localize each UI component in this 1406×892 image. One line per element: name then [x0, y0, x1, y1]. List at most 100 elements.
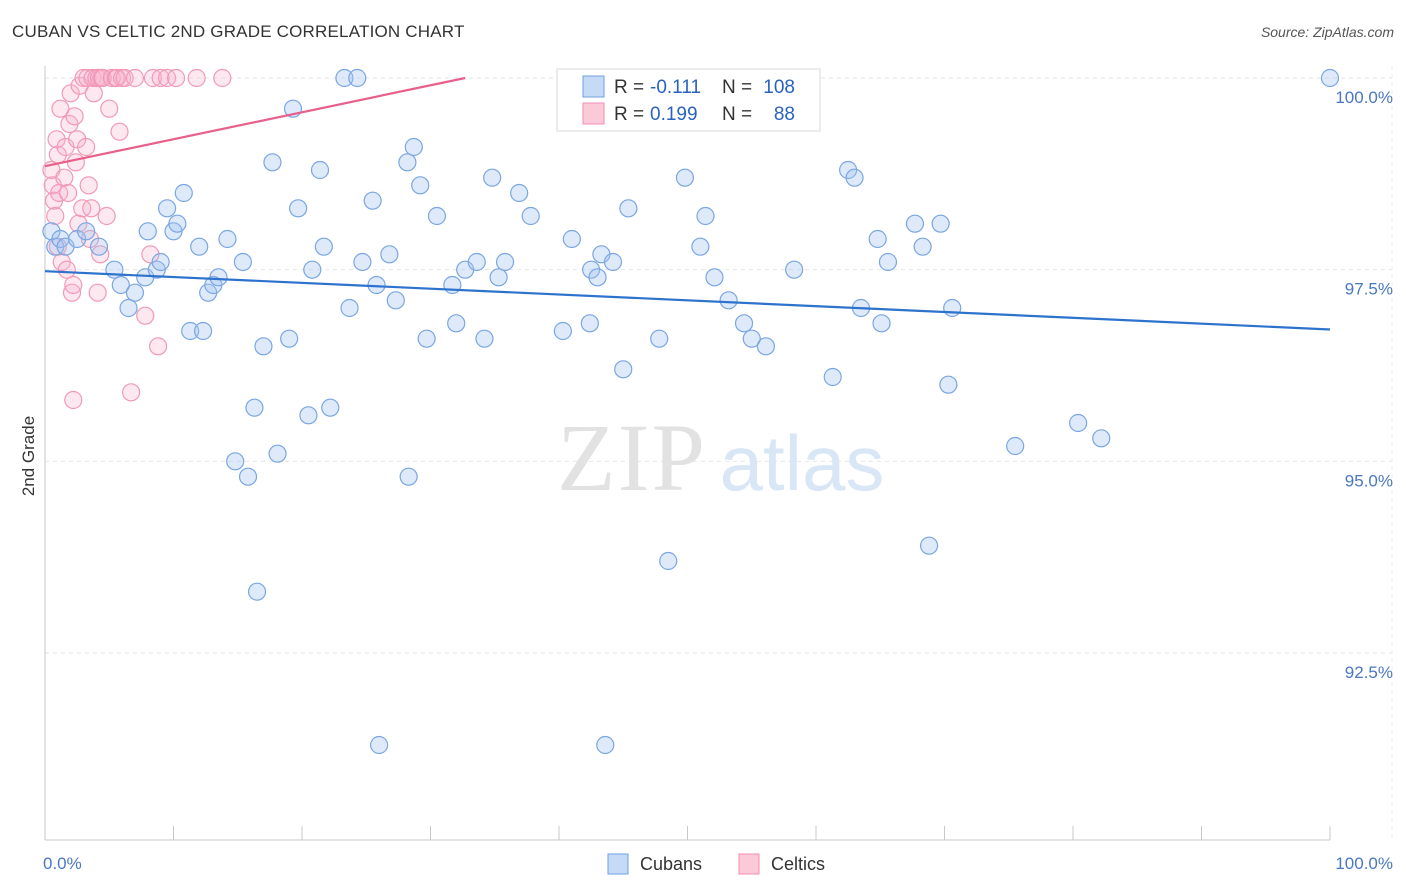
- cubans-point: [619, 199, 638, 218]
- cubans-point: [209, 268, 228, 287]
- celtics-point: [62, 283, 82, 302]
- x-tick-label: 100.0%: [1335, 854, 1393, 873]
- watermark-atlas: atlas: [720, 419, 885, 507]
- x-axis: 0.0% 100.0%: [43, 66, 1393, 873]
- celtics-point: [46, 206, 65, 226]
- cubans-point: [263, 153, 282, 172]
- cubans-point: [233, 252, 252, 272]
- celtics-point: [59, 183, 78, 203]
- cubans-point: [675, 168, 695, 187]
- cubans-point: [77, 222, 96, 241]
- cubans-point: [218, 229, 237, 249]
- cubans-point: [596, 735, 615, 755]
- celtics-point: [151, 68, 170, 88]
- cubans-point: [193, 321, 213, 341]
- celtics-trend-line: [44, 76, 466, 168]
- cubans-point: [417, 329, 436, 348]
- cubans-point: [1069, 413, 1088, 433]
- legend-r-label-cubans: R =: [614, 77, 644, 98]
- celtics-point: [136, 306, 155, 325]
- cubans-point: [931, 214, 950, 233]
- celtics-point: [141, 245, 160, 264]
- y-axis-label-group: 2nd Grade: [19, 416, 38, 496]
- cubans-point: [226, 452, 245, 471]
- celtics-point: [82, 199, 101, 218]
- celtics-point: [110, 122, 129, 141]
- cubans-point: [404, 137, 423, 157]
- y-tick-label: 97.5%: [1345, 280, 1393, 299]
- cubans-point: [1320, 68, 1340, 88]
- cubans-point: [467, 252, 486, 272]
- cubans-point: [943, 298, 962, 318]
- celtics-point: [91, 245, 110, 264]
- stats-legend: R = -0.111 N = 108 R = 0.199 N = 88: [556, 68, 821, 132]
- celtics-point: [51, 99, 70, 118]
- legend-swatch-celtics: [582, 102, 605, 125]
- cubans-point: [878, 252, 898, 272]
- cubans-point: [650, 329, 669, 348]
- celtics-point: [77, 137, 96, 157]
- celtics-point: [88, 283, 107, 302]
- celtics-point: [187, 68, 206, 88]
- bottom-legend-swatch-cubans: [607, 853, 629, 875]
- cubans-point: [190, 237, 209, 256]
- cubans-point: [254, 337, 273, 356]
- cubans-point: [380, 245, 399, 264]
- cubans-point: [691, 237, 710, 256]
- cubans-point: [659, 551, 678, 571]
- cubans-point: [742, 329, 761, 348]
- cubans-point: [845, 168, 864, 187]
- x-tick-label: 0.0%: [43, 854, 82, 873]
- cubans-point: [411, 176, 430, 195]
- y-tick-label: 92.5%: [1345, 663, 1393, 682]
- watermark-zip: ZIP: [557, 404, 707, 511]
- cubans-point: [247, 582, 267, 601]
- legend-r-value-cubans: -0.111: [650, 77, 701, 98]
- cubans-point: [1092, 429, 1111, 448]
- cubans-point: [603, 252, 623, 272]
- cubans-point: [447, 314, 466, 333]
- bottom-legend: Cubans Celtics: [607, 853, 825, 875]
- cubans-point: [483, 168, 502, 187]
- cubans-point: [696, 206, 715, 226]
- cubans-point: [138, 222, 157, 241]
- cubans-point: [398, 153, 417, 172]
- celtics-point: [213, 68, 232, 88]
- celtics-point: [79, 176, 98, 195]
- cubans-point: [268, 444, 287, 463]
- cubans-point: [168, 214, 187, 233]
- celtics-point: [64, 275, 83, 295]
- celtics-point: [102, 68, 121, 88]
- cubans-point: [174, 183, 193, 203]
- bottom-legend-label-celtics: Celtics: [771, 854, 825, 874]
- cubans-point: [475, 329, 494, 348]
- celtics-point: [84, 84, 103, 103]
- legend-swatch-cubans: [582, 75, 605, 98]
- celtics-point: [115, 68, 134, 88]
- cubans-point: [588, 268, 607, 287]
- legend-n-label-cubans: N =: [722, 77, 752, 98]
- cubans-point: [872, 314, 891, 333]
- cubans-point: [785, 260, 804, 279]
- celtics-point: [121, 383, 141, 402]
- cubans-point: [868, 229, 887, 249]
- cubans-point: [151, 252, 170, 272]
- cubans-points: [42, 68, 1340, 755]
- celtics-point: [148, 337, 168, 356]
- watermark: ZIP atlas: [557, 404, 884, 511]
- celtics-point: [66, 153, 85, 172]
- bottom-legend-label-cubans: Cubans: [640, 854, 702, 874]
- cubans-point: [181, 321, 200, 341]
- cubans-point: [1006, 436, 1025, 456]
- legend-n-value-cubans: 108: [763, 77, 795, 98]
- cubans-point: [353, 252, 372, 272]
- cubans-point: [321, 398, 340, 417]
- cubans-point: [823, 367, 842, 387]
- celtics-points: [42, 68, 232, 410]
- cubans-point: [348, 68, 367, 88]
- cubans-point: [119, 298, 138, 318]
- chart-title: CUBAN VS CELTIC 2ND GRADE CORRELATION CH…: [12, 22, 465, 41]
- y-tick-label: 100.0%: [1335, 88, 1393, 107]
- cubans-point: [756, 337, 775, 356]
- cubans-point: [510, 183, 529, 203]
